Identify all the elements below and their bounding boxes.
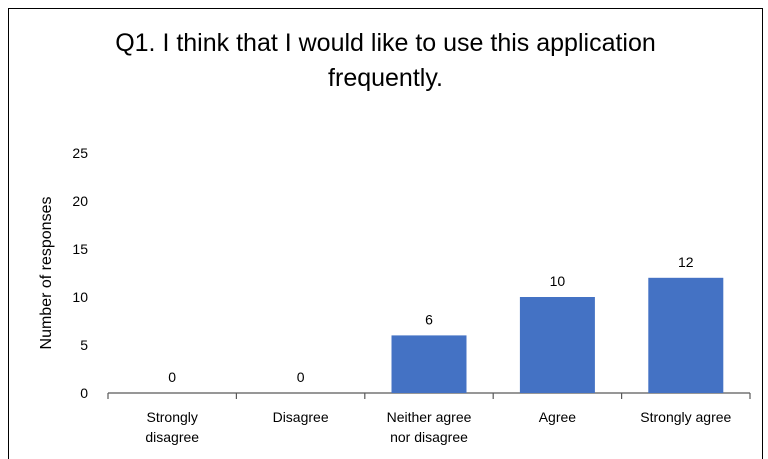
- y-tick-label: 15: [72, 241, 88, 257]
- chart-title: Q1. I think that I would like to use thi…: [8, 26, 763, 96]
- bar-3: [519, 297, 595, 393]
- x-tick-label: Strongly: [147, 409, 198, 425]
- bar-4: [648, 277, 724, 393]
- chart-title-line-1: Q1. I think that I would like to use thi…: [115, 29, 656, 57]
- x-tick-label: Agree: [539, 409, 577, 425]
- x-tick-label: Neither agree: [387, 409, 472, 425]
- x-tick-label: nor disagree: [390, 429, 468, 445]
- y-tick-label: 5: [80, 337, 88, 353]
- y-tick-label: 10: [72, 289, 88, 305]
- data-label: 0: [168, 369, 176, 385]
- x-tick-label: disagree: [145, 429, 199, 445]
- chart-title-line-2: frequently.: [328, 64, 443, 92]
- data-label: 0: [297, 369, 305, 385]
- y-axis-label: Number of responses: [38, 197, 55, 350]
- bar-2: [391, 335, 467, 393]
- y-tick-label: 20: [72, 193, 88, 209]
- x-tick-label: Disagree: [273, 409, 329, 425]
- data-label: 10: [550, 273, 566, 289]
- chart-frame: [8, 8, 763, 459]
- y-tick-label: 0: [80, 385, 88, 401]
- x-tick-label: Strongly agree: [640, 409, 731, 425]
- data-label: 6: [425, 311, 433, 327]
- data-label: 12: [678, 254, 694, 270]
- y-tick-label: 25: [72, 145, 88, 161]
